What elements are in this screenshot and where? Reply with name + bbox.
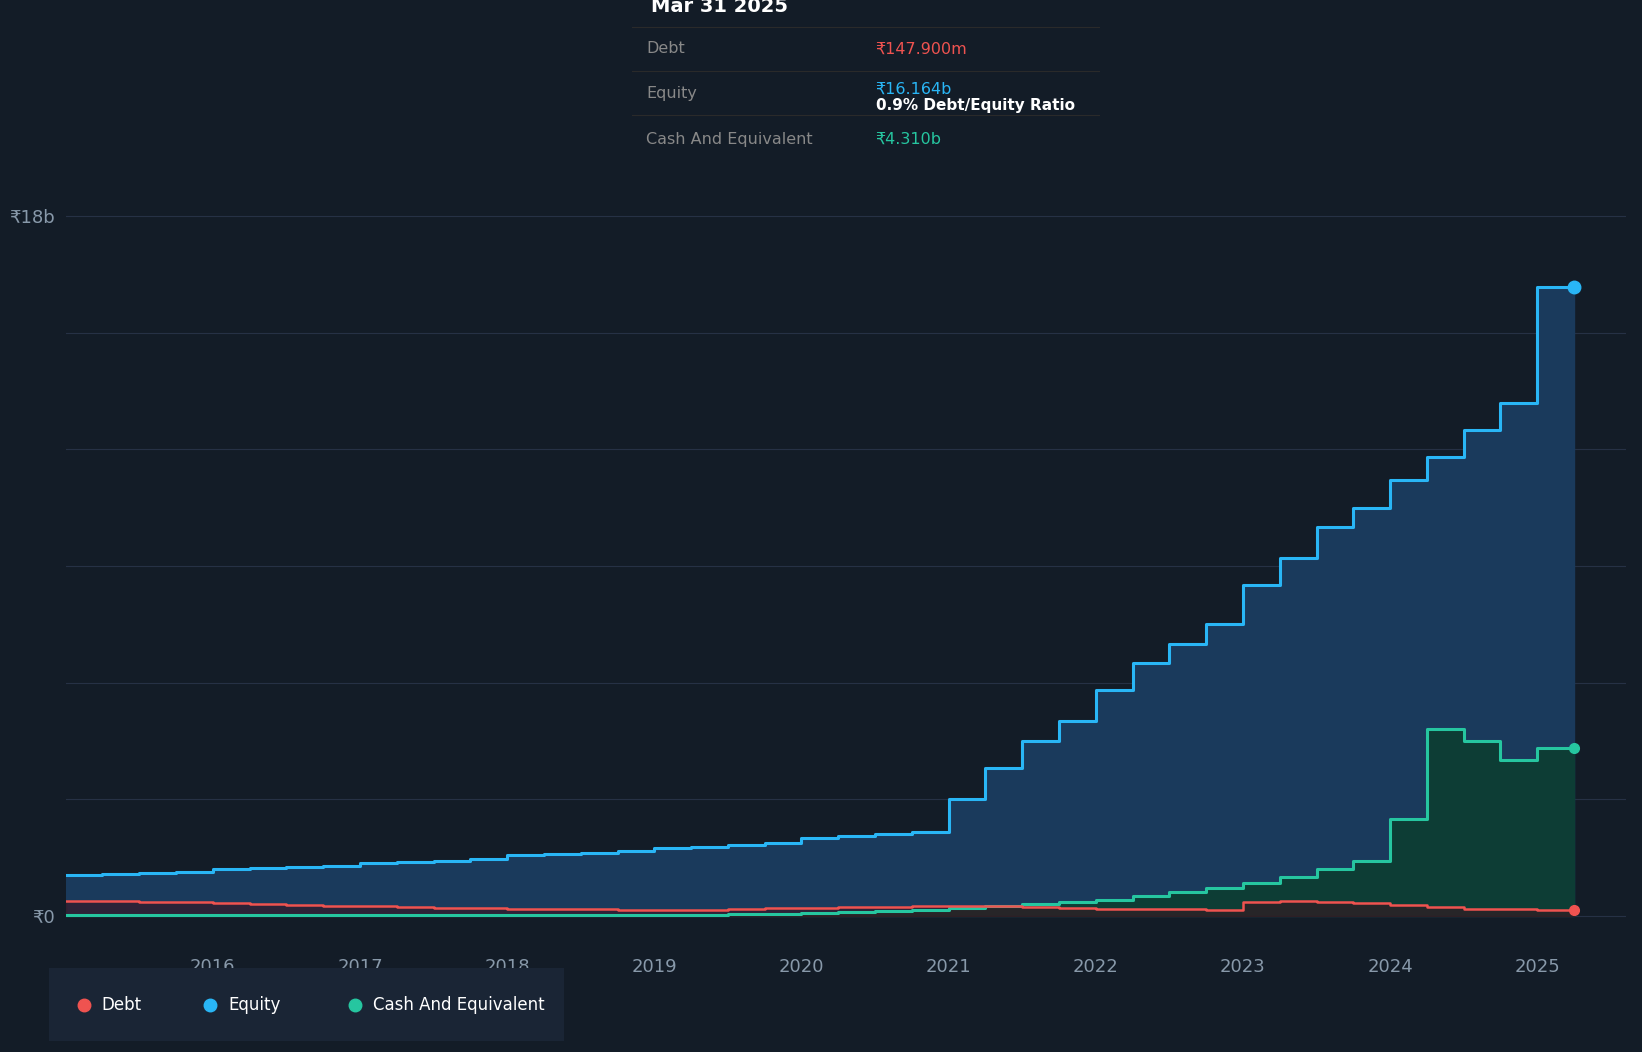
Text: Equity: Equity: [228, 995, 281, 1014]
Text: ₹147.900m: ₹147.900m: [875, 41, 967, 57]
Text: Mar 31 2025: Mar 31 2025: [650, 0, 788, 17]
Text: ₹16.164b: ₹16.164b: [875, 82, 952, 97]
FancyBboxPatch shape: [31, 967, 565, 1043]
Text: 0.9% Debt/Equity Ratio: 0.9% Debt/Equity Ratio: [875, 99, 1074, 114]
Text: Debt: Debt: [102, 995, 141, 1014]
Text: Cash And Equivalent: Cash And Equivalent: [647, 132, 813, 146]
Text: Equity: Equity: [647, 85, 698, 101]
Text: Debt: Debt: [647, 41, 685, 57]
Text: Cash And Equivalent: Cash And Equivalent: [373, 995, 544, 1014]
Text: ₹4.310b: ₹4.310b: [875, 132, 941, 146]
